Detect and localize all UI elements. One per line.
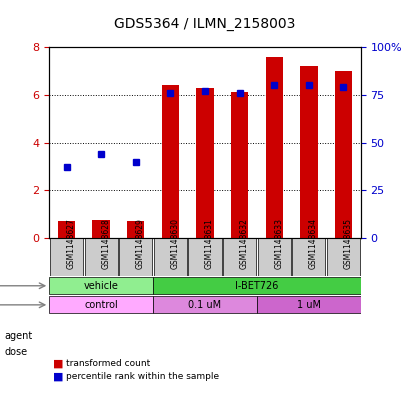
FancyBboxPatch shape (119, 239, 152, 276)
FancyBboxPatch shape (326, 239, 359, 276)
FancyBboxPatch shape (84, 239, 117, 276)
Text: transformed count: transformed count (65, 359, 149, 368)
Text: GSM1148627: GSM1148627 (66, 219, 75, 269)
Text: GSM1148629: GSM1148629 (135, 219, 144, 269)
Text: percentile rank within the sample: percentile rank within the sample (65, 372, 218, 381)
Bar (230, 92, 248, 238)
Text: GSM1148635: GSM1148635 (343, 218, 352, 269)
Text: GDS5364 / ILMN_2158003: GDS5364 / ILMN_2158003 (114, 17, 295, 31)
Text: ■: ■ (53, 371, 64, 382)
FancyBboxPatch shape (257, 239, 290, 276)
FancyBboxPatch shape (49, 277, 153, 294)
FancyBboxPatch shape (49, 296, 153, 314)
Bar (299, 66, 317, 238)
Text: GSM1148634: GSM1148634 (308, 218, 317, 269)
FancyBboxPatch shape (222, 239, 256, 276)
Text: 1 uM: 1 uM (296, 300, 320, 310)
Bar (196, 88, 213, 238)
Text: GSM1148628: GSM1148628 (101, 219, 110, 269)
Text: 0.1 uM: 0.1 uM (188, 300, 221, 310)
Text: GSM1148632: GSM1148632 (239, 219, 248, 269)
Bar (92, 220, 110, 238)
Bar (127, 221, 144, 238)
Bar (161, 85, 179, 238)
Bar (58, 221, 75, 238)
Text: agent: agent (4, 331, 32, 341)
FancyBboxPatch shape (153, 277, 360, 294)
FancyBboxPatch shape (256, 296, 360, 314)
Text: dose: dose (4, 347, 27, 357)
FancyBboxPatch shape (153, 239, 187, 276)
Bar (265, 57, 282, 238)
FancyBboxPatch shape (188, 239, 221, 276)
Text: vehicle: vehicle (83, 281, 118, 291)
Text: ■: ■ (53, 358, 64, 369)
Text: GSM1148631: GSM1148631 (204, 219, 213, 269)
Text: I-BET726: I-BET726 (235, 281, 278, 291)
FancyBboxPatch shape (153, 296, 256, 314)
Text: control: control (84, 300, 118, 310)
Text: GSM1148630: GSM1148630 (170, 218, 179, 269)
FancyBboxPatch shape (292, 239, 325, 276)
FancyBboxPatch shape (50, 239, 83, 276)
Bar (334, 71, 351, 238)
Text: GSM1148633: GSM1148633 (274, 218, 283, 269)
